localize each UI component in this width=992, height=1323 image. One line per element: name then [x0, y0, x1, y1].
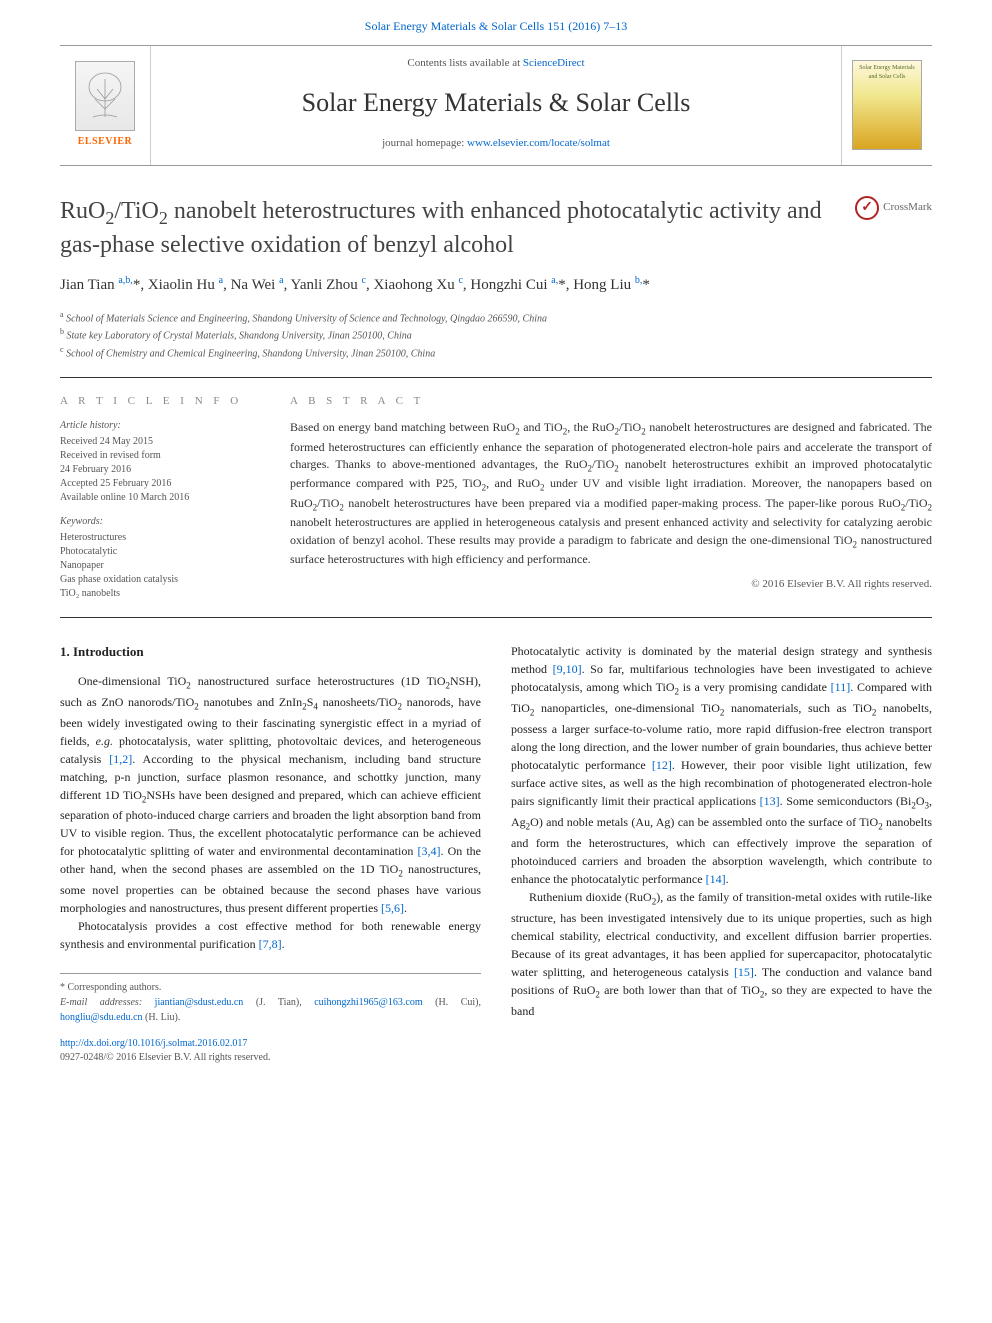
elsevier-tree-icon — [75, 61, 135, 131]
abstract-block: A B S T R A C T Based on energy band mat… — [290, 394, 932, 601]
keyword: Gas phase oxidation catalysis — [60, 573, 260, 587]
keyword: Photocatalytic — [60, 545, 260, 559]
rule-bottom — [60, 617, 932, 618]
homepage-prefix: journal homepage: — [382, 137, 467, 149]
affiliation-b: b State key Laboratory of Crystal Materi… — [60, 326, 932, 343]
email-label: E-mail addresses: — [60, 997, 155, 1008]
elsevier-wordmark: ELSEVIER — [78, 135, 133, 149]
history-line: Available online 10 March 2016 — [60, 491, 260, 505]
affiliation-a: a School of Materials Science and Engine… — [60, 309, 932, 326]
elsevier-logo-box: ELSEVIER — [60, 46, 150, 165]
journal-citation-link[interactable]: Solar Energy Materials & Solar Cells 151… — [365, 19, 627, 33]
article-info-head: A R T I C L E I N F O — [60, 394, 260, 409]
journal-cover-box: Solar Energy Materials and Solar Cells — [842, 46, 932, 165]
affiliation-c: c School of Chemistry and Chemical Engin… — [60, 344, 932, 361]
article-info-block: A R T I C L E I N F O Article history: R… — [60, 394, 260, 601]
abstract-copyright: © 2016 Elsevier B.V. All rights reserved… — [290, 577, 932, 592]
section-1-head: 1. Introduction — [60, 642, 481, 662]
abstract-head: A B S T R A C T — [290, 394, 932, 409]
contents-line: Contents lists available at ScienceDirec… — [151, 56, 841, 71]
corresponding-note: * Corresponding authors. — [60, 980, 481, 995]
journal-cover-thumb: Solar Energy Materials and Solar Cells — [852, 60, 922, 150]
history-label: Article history: — [60, 419, 260, 433]
column-right: Photocatalytic activity is dominated by … — [511, 642, 932, 1025]
crossmark-badge[interactable]: ✓ CrossMark — [855, 196, 932, 220]
keyword: Nanopaper — [60, 559, 260, 573]
journal-citation-line: Solar Energy Materials & Solar Cells 151… — [0, 0, 992, 45]
footnotes: * Corresponding authors. E-mail addresse… — [60, 973, 481, 1025]
column-left: 1. Introduction One-dimensional TiO2 nan… — [60, 642, 481, 1025]
affiliations: a School of Materials Science and Engine… — [60, 309, 932, 361]
contents-prefix: Contents lists available at — [407, 57, 522, 69]
crossmark-label: CrossMark — [883, 200, 932, 215]
masthead: ELSEVIER Contents lists available at Sci… — [60, 45, 932, 166]
column-left-text: One-dimensional TiO2 nanostructured surf… — [60, 672, 481, 954]
issn-copyright: 0927-0248/© 2016 Elsevier B.V. All right… — [60, 1051, 932, 1065]
sciencedirect-link[interactable]: ScienceDirect — [523, 57, 585, 69]
abstract-text: Based on energy band matching between Ru… — [290, 419, 932, 568]
journal-title: Solar Energy Materials & Solar Cells — [151, 85, 841, 121]
email-line: E-mail addresses: jiantian@sdust.edu.cn … — [60, 995, 481, 1025]
history-line: 24 February 2016 — [60, 463, 260, 477]
keywords-label: Keywords: — [60, 515, 260, 529]
column-right-text: Photocatalytic activity is dominated by … — [511, 642, 932, 1019]
history-line: Received 24 May 2015 — [60, 435, 260, 449]
doi-link[interactable]: http://dx.doi.org/10.1016/j.solmat.2016.… — [60, 1038, 247, 1049]
masthead-center: Contents lists available at ScienceDirec… — [150, 46, 842, 165]
body-two-column: 1. Introduction One-dimensional TiO2 nan… — [60, 642, 932, 1025]
journal-homepage-line: journal homepage: www.elsevier.com/locat… — [151, 136, 841, 151]
keyword: Heterostructures — [60, 531, 260, 545]
rule-top — [60, 377, 932, 378]
history-line: Received in revised form — [60, 449, 260, 463]
history-line: Accepted 25 February 2016 — [60, 477, 260, 491]
article-title: RuO2/TiO2 nanobelt heterostructures with… — [60, 196, 835, 261]
author-list: Jian Tian a,b,*, Xiaolin Hu a, Na Wei a,… — [60, 273, 932, 297]
journal-homepage-link[interactable]: www.elsevier.com/locate/solmat — [467, 137, 610, 149]
doi-block: http://dx.doi.org/10.1016/j.solmat.2016.… — [60, 1037, 932, 1065]
keyword: TiO₂ nanobelts — [60, 587, 260, 601]
crossmark-icon: ✓ — [855, 196, 879, 220]
